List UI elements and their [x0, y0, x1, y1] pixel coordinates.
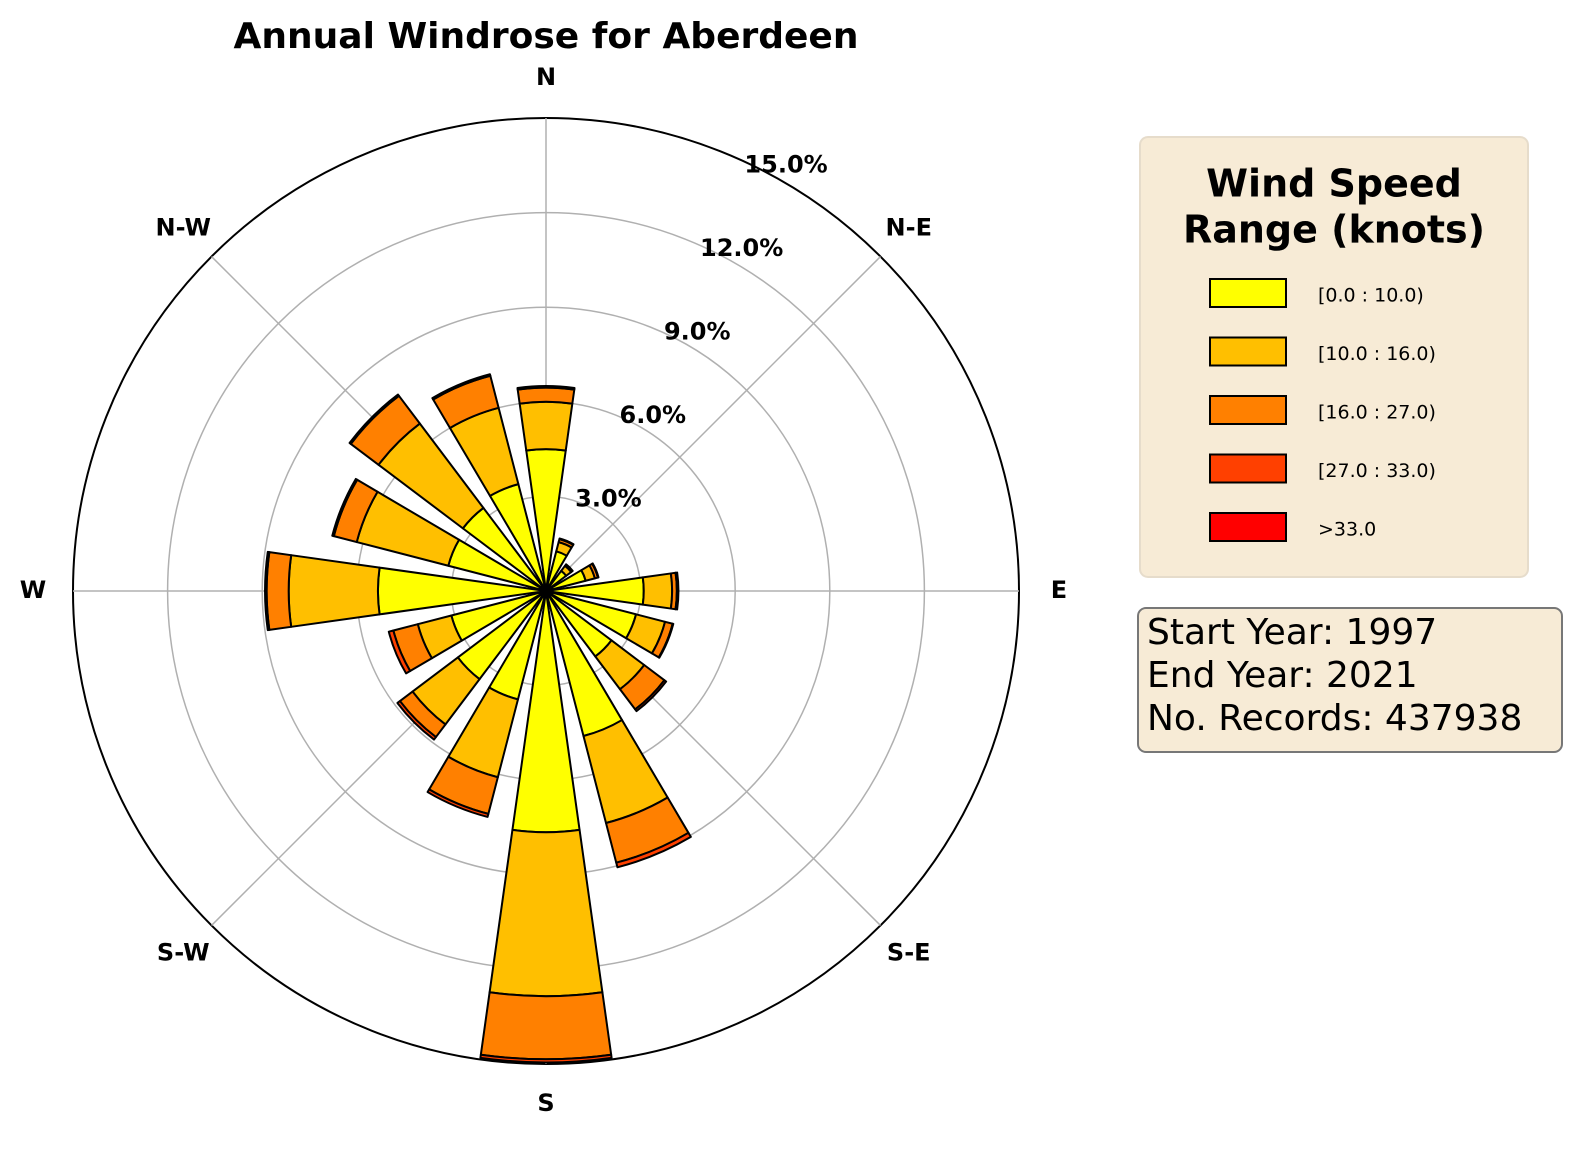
- rose-segment: [558, 537, 575, 546]
- direction-label: N-W: [156, 213, 211, 241]
- r-tick-label: 12.0%: [700, 234, 783, 262]
- legend-swatch: [1209, 336, 1287, 367]
- legend-label: [10.0 : 16.0): [1318, 343, 1436, 365]
- r-tick-label: 15.0%: [744, 150, 827, 178]
- info-line: End Year: 2021: [1147, 655, 1418, 696]
- legend-label: [27.0 : 33.0): [1318, 460, 1436, 482]
- legend-label: [0.0 : 10.0): [1318, 285, 1424, 307]
- r-tick-label: 9.0%: [664, 317, 731, 345]
- legend-title: Range (knots): [1183, 208, 1485, 252]
- rose-segment: [265, 551, 293, 631]
- rose-segment: [674, 571, 680, 611]
- rose-segment: [516, 385, 576, 391]
- legend-title: Wind Speed: [1206, 162, 1462, 206]
- rose-segment: [376, 566, 547, 616]
- legend-label: >33.0: [1318, 519, 1376, 541]
- rose-segment: [591, 562, 600, 579]
- info-box: [1137, 607, 1563, 753]
- rose-segment: [479, 1053, 613, 1064]
- direction-label: S-E: [887, 939, 931, 967]
- rose-segment: [264, 550, 271, 632]
- rose-segment: [516, 386, 576, 405]
- direction-label: E: [1051, 576, 1067, 604]
- direction-label: N-E: [886, 213, 932, 241]
- rose-segment: [488, 828, 604, 998]
- chart-title: Annual Windrose for Aberdeen: [234, 16, 859, 57]
- rose-segment: [331, 477, 359, 538]
- rose-segment: [525, 448, 567, 592]
- info-line: Start Year: 1997: [1147, 612, 1437, 653]
- rose-segment: [634, 679, 668, 713]
- rose-segment: [348, 393, 400, 445]
- rose-segment: [387, 629, 412, 675]
- rose-segment: [287, 554, 381, 628]
- rose-segment: [479, 991, 613, 1061]
- legend-swatch: [1209, 395, 1287, 425]
- direction-label: S: [537, 1089, 554, 1117]
- rose-segment: [518, 400, 574, 452]
- direction-label: W: [20, 576, 46, 604]
- rose-segment: [511, 590, 581, 834]
- direction-label: S-W: [157, 939, 210, 967]
- legend-swatch: [1209, 278, 1287, 308]
- direction-label: N: [536, 63, 556, 91]
- rose-segment: [564, 563, 574, 573]
- rose-segment: [615, 831, 692, 869]
- rose-segment: [431, 373, 492, 401]
- spoke: [545, 256, 881, 592]
- info-line: No. Records: 437938: [1147, 698, 1522, 739]
- r-tick-label: 3.0%: [575, 484, 642, 512]
- rose-segment: [426, 788, 490, 818]
- rose-segment: [396, 700, 437, 741]
- legend-label: [16.0 : 27.0): [1318, 402, 1436, 424]
- legend-swatch: [1209, 453, 1287, 484]
- r-tick-label: 6.0%: [620, 401, 687, 429]
- rose-segment: [657, 622, 675, 659]
- legend-swatch: [1209, 512, 1287, 542]
- rose-segment: [641, 572, 674, 610]
